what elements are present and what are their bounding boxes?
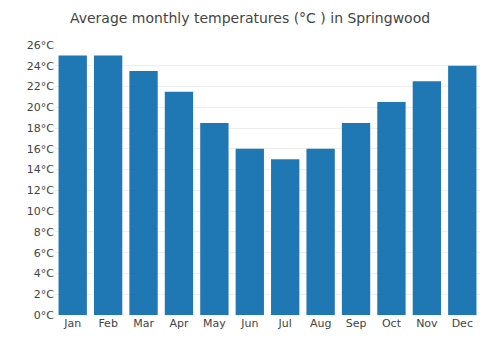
- svg-text:Aug: Aug: [310, 317, 331, 330]
- svg-text:Sep: Sep: [346, 317, 367, 330]
- svg-text:26°C: 26°C: [27, 39, 54, 52]
- svg-text:Oct: Oct: [382, 317, 402, 330]
- svg-text:24°C: 24°C: [27, 60, 54, 73]
- svg-text:12°C: 12°C: [27, 184, 54, 197]
- svg-text:2°C: 2°C: [34, 288, 54, 301]
- svg-text:Jan: Jan: [63, 317, 81, 330]
- svg-text:4°C: 4°C: [34, 267, 54, 280]
- svg-text:20°C: 20°C: [27, 101, 54, 114]
- svg-text:18°C: 18°C: [27, 122, 54, 135]
- svg-text:10°C: 10°C: [27, 205, 54, 218]
- svg-text:14°C: 14°C: [27, 163, 54, 176]
- svg-text:Nov: Nov: [416, 317, 438, 330]
- svg-text:Jun: Jun: [240, 317, 258, 330]
- svg-text:0°C: 0°C: [34, 309, 54, 322]
- svg-text:16°C: 16°C: [27, 143, 54, 156]
- svg-text:Apr: Apr: [169, 317, 189, 330]
- svg-text:Feb: Feb: [98, 317, 117, 330]
- svg-text:May: May: [203, 317, 226, 330]
- svg-text:Mar: Mar: [133, 317, 154, 330]
- svg-text:Jul: Jul: [278, 317, 292, 330]
- svg-text:6°C: 6°C: [34, 247, 54, 260]
- svg-text:22°C: 22°C: [27, 80, 54, 93]
- svg-text:Average monthly temperatures (: Average monthly temperatures (°C ) in Sp…: [70, 10, 430, 26]
- svg-text:Dec: Dec: [452, 317, 473, 330]
- svg-text:8°C: 8°C: [34, 226, 54, 239]
